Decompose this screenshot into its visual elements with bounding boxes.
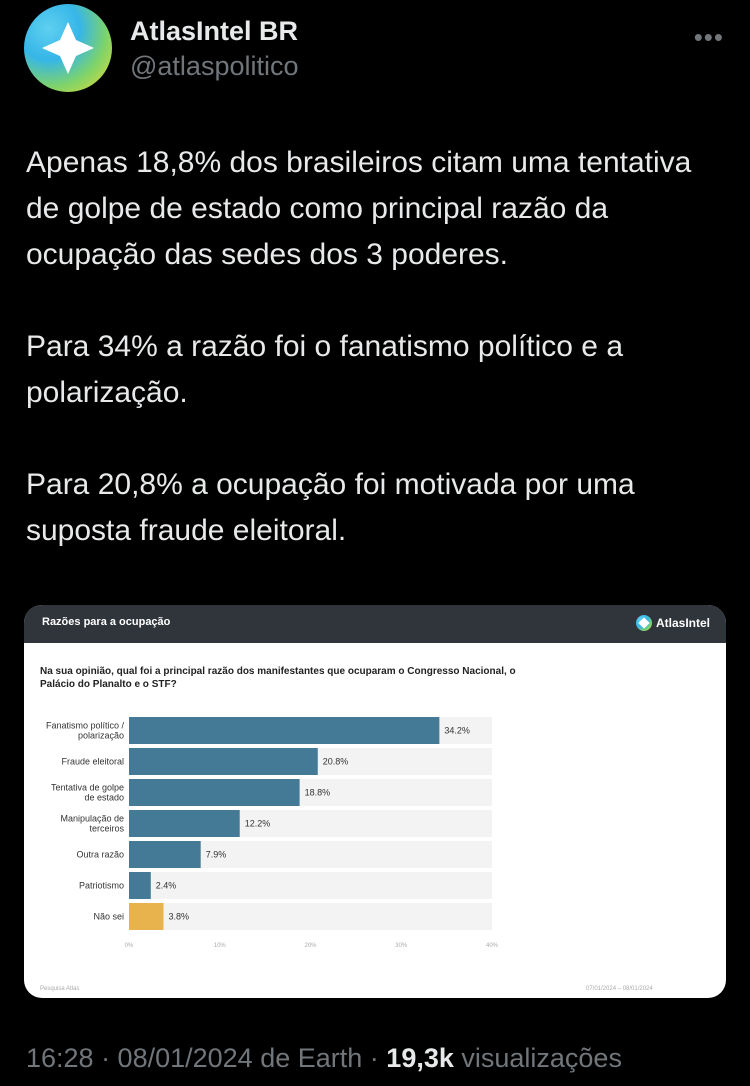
author-handle[interactable]: @atlaspolitico	[130, 51, 299, 81]
bar-value-label: 18.8%	[305, 788, 331, 798]
tweet-meta: 16:28 · 08/01/2024 de Earth · 19,3k visu…	[26, 1043, 622, 1074]
author-name[interactable]: AtlasIntel BR	[130, 16, 299, 46]
tweet-timestamp[interactable]: 16:28 · 08/01/2024	[26, 1043, 253, 1073]
atlas-brand-logo-icon	[635, 615, 652, 631]
x-tick-label: 0%	[125, 943, 134, 949]
bar	[129, 717, 440, 744]
card-brand: AtlasIntel	[635, 615, 710, 631]
atlas-compass-logo-icon	[42, 22, 94, 74]
media-image-card[interactable]: Razões para a ocupação AtlasIntel Na sua…	[24, 605, 726, 998]
card-footer-dates: 07/01/2024 – 08/01/2024	[586, 986, 653, 992]
x-tick-label: 10%	[214, 943, 227, 949]
tweet-paragraph-2: Para 34% a razão foi o fanatismo polític…	[26, 330, 624, 409]
category-label: Patriotismo	[79, 881, 124, 891]
bar-value-label: 7.9%	[206, 850, 227, 860]
category-label: Fraude eleitoral	[61, 757, 124, 767]
bar	[129, 841, 201, 868]
bar	[129, 748, 318, 775]
bar-track	[129, 903, 492, 930]
meta-separator: ·	[362, 1043, 387, 1073]
bar-value-label: 2.4%	[156, 881, 177, 891]
bar-chart: 34.2% Fanatismo político / polarização 20.8…	[46, 717, 499, 949]
bar-value-label: 20.8%	[323, 757, 349, 767]
card-header: Razões para a ocupação AtlasIntel	[24, 605, 726, 643]
survey-question: Na sua opinião, qual foi a principal raz…	[40, 666, 516, 690]
tweet-author[interactable]: AtlasIntel BR @atlaspolitico	[130, 14, 299, 84]
category-label: Não sei	[93, 912, 124, 922]
avatar[interactable]	[24, 4, 112, 92]
category-label: Manipulação de terceiros	[60, 814, 124, 834]
x-tick-label: 40%	[486, 943, 499, 949]
bar	[129, 872, 151, 899]
views-label: visualizações	[453, 1043, 622, 1073]
category-label: Tentativa de golpe de estado	[51, 783, 124, 803]
tweet-paragraph-3: Para 20,8% a ocupação foi motivada por u…	[26, 468, 635, 547]
source-prefix: de	[252, 1043, 298, 1073]
tweet-source: Earth	[297, 1043, 363, 1073]
bar-value-label: 12.2%	[245, 819, 271, 829]
bar	[129, 810, 240, 837]
bar	[129, 779, 300, 806]
category-label: Outra razão	[76, 850, 124, 860]
more-horizontal-icon[interactable]: •••	[693, 22, 724, 52]
x-tick-label: 20%	[304, 943, 317, 949]
x-tick-label: 30%	[395, 943, 408, 949]
card-footer-source: Pesquisa Atlas	[40, 986, 80, 992]
brand-name: AtlasIntel	[655, 616, 710, 630]
views-count[interactable]: 19,3k	[386, 1043, 454, 1073]
bar-value-label: 34.2%	[444, 726, 470, 736]
tweet-paragraph-1: Apenas 18,8% dos brasileiros citam uma t…	[26, 146, 692, 271]
bar-track	[129, 872, 492, 899]
bar	[129, 903, 164, 930]
bar-value-label: 3.8%	[168, 912, 189, 922]
category-label: Fanatismo político / polarização	[46, 721, 125, 741]
card-header-title: Razões para a ocupação	[42, 616, 171, 628]
tweet-text: Apenas 18,8% dos brasileiros citam uma t…	[26, 140, 726, 554]
